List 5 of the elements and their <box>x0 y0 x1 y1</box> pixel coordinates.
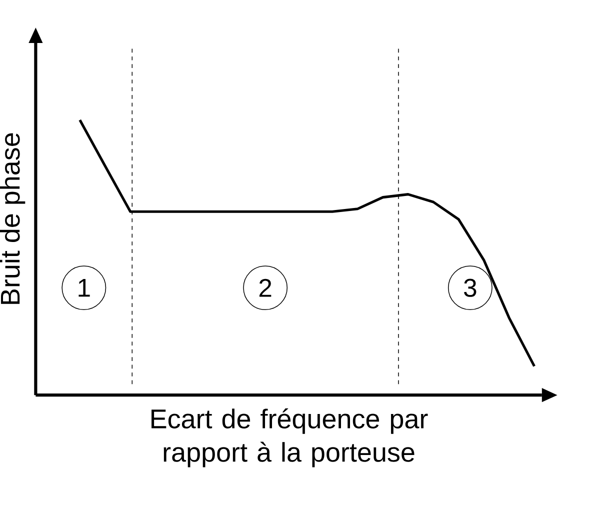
x-axis-title: Ecart de fréquence par rapport à la porteuse <box>152 408 428 468</box>
annotation: 2 <box>259 278 272 297</box>
annotation: 3 <box>464 278 476 297</box>
annotation: 1 <box>78 279 90 297</box>
y-axis-title: Bruit de phase <box>0 133 26 304</box>
